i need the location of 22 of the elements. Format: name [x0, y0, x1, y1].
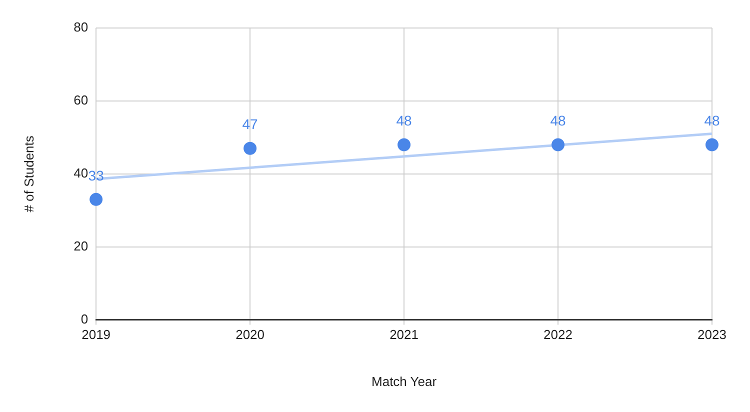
point	[90, 192, 103, 206]
x-tick-label: 2019	[82, 327, 111, 342]
point	[552, 138, 565, 152]
data-label: 48	[704, 112, 720, 129]
x-axis-title: Match Year	[372, 374, 438, 389]
x-tick-label: 2021	[390, 327, 418, 342]
x-tick-label: 2020	[236, 327, 265, 342]
data-label: 47	[242, 116, 258, 132]
data-label: 48	[550, 112, 566, 129]
data-label: 48	[396, 112, 412, 129]
point	[398, 138, 411, 152]
y-tick-label: 20	[74, 238, 88, 254]
y-tick-label: 60	[74, 92, 88, 108]
y-tick-label: 40	[74, 165, 88, 180]
y-tick-label: 80	[74, 20, 88, 35]
point	[244, 142, 257, 155]
x-tick-label: 2023	[698, 327, 726, 342]
point	[706, 138, 718, 152]
data-label: 33	[88, 167, 104, 184]
y-axis-title: # of Students	[21, 135, 36, 212]
y-tick-label: 0	[80, 311, 88, 326]
x-tick-label: 2022	[544, 327, 572, 342]
